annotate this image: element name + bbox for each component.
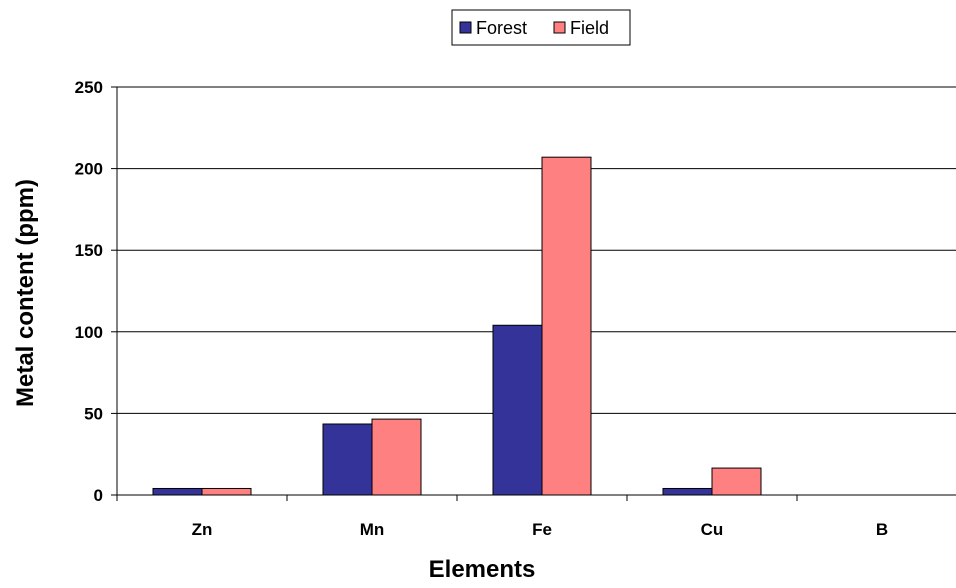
x-tick-label: Mn	[360, 520, 385, 539]
y-tick-label: 0	[94, 486, 103, 505]
y-tick-label: 250	[75, 78, 103, 97]
y-axis-title: Metal content (ppm)	[12, 179, 39, 407]
labels-layer: 0 50 100 150 200 250 Zn Mn Fe Cu B Elements Metal co…	[12, 78, 888, 583]
legend: Forest Field	[452, 10, 630, 45]
y-tick-label: 200	[75, 160, 103, 179]
legend-swatch-forest	[460, 22, 471, 33]
x-tick-label: Fe	[532, 520, 552, 539]
legend-label-forest: Forest	[476, 18, 527, 38]
legend-label-field: Field	[570, 18, 609, 38]
bar-field-fe	[542, 157, 591, 495]
bars-layer	[153, 157, 761, 495]
bar-field-zn	[202, 488, 251, 495]
x-tick-label: B	[876, 520, 888, 539]
bar-forest-zn	[153, 488, 202, 495]
y-tick-label: 100	[75, 323, 103, 342]
y-tick-label: 150	[75, 241, 103, 260]
x-axis-title: Elements	[429, 556, 536, 583]
bar-forest-mn	[323, 424, 372, 495]
bar-forest-fe	[493, 325, 542, 495]
legend-swatch-field	[554, 22, 565, 33]
bar-field-cu	[712, 468, 761, 495]
x-tick-label: Zn	[192, 520, 213, 539]
y-tick-label: 50	[84, 404, 103, 423]
bar-field-mn	[372, 419, 421, 495]
x-tick-label: Cu	[701, 520, 724, 539]
bar-forest-cu	[663, 488, 712, 495]
